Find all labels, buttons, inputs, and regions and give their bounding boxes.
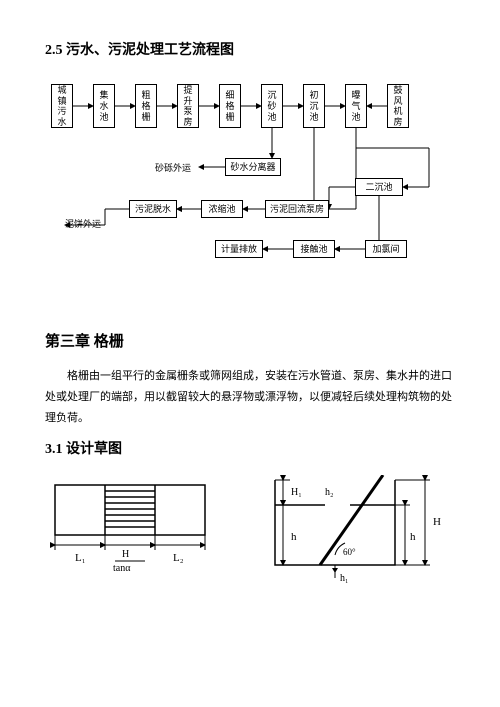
flow-node-mid-4: 污泥回流泵房 bbox=[265, 200, 329, 218]
flow-node-top-1: 集水池 bbox=[93, 84, 115, 128]
label-h-right: h bbox=[410, 531, 416, 543]
label-H1: H₁ bbox=[291, 487, 302, 498]
sketch-plan: L₁ H tanα L₂ bbox=[45, 475, 225, 575]
label-h1: h₁ bbox=[340, 573, 349, 584]
label-l2: L₂ bbox=[173, 552, 184, 564]
flow-node-mid-5: 计量排放 bbox=[215, 240, 263, 258]
flow-node-top-0: 城镇污水 bbox=[51, 84, 73, 128]
flow-node-mid-3: 浓缩池 bbox=[201, 200, 243, 218]
flow-node-mid-6: 接触池 bbox=[293, 240, 335, 258]
flow-node-top-3: 提升泵房 bbox=[177, 84, 199, 128]
flow-node-mid-0: 砂水分离器 bbox=[225, 158, 281, 176]
section-3-1-title: 3.1 设计草图 bbox=[45, 439, 455, 461]
label-H: H bbox=[433, 516, 441, 528]
flowchart: 城镇污水集水池粗格栅提升泵房细格栅沉砂池初沉池曝气池鼓风机房砂水分离器二沉池污泥… bbox=[45, 80, 455, 290]
label-l1: L₁ bbox=[75, 552, 86, 564]
flow-node-mid-1: 二沉池 bbox=[355, 178, 403, 196]
flow-node-top-2: 粗格栅 bbox=[135, 84, 157, 128]
label-angle: 60° bbox=[343, 547, 356, 557]
sketch-row: L₁ H tanα L₂ bbox=[45, 475, 455, 585]
svg-text:H: H bbox=[122, 549, 129, 560]
chapter-3-title: 第三章 格栅 bbox=[45, 330, 455, 354]
chapter-3-para: 格栅由一组平行的金属栅条或筛网组成，安装在污水管道、泵房、集水井的进口处或处理厂… bbox=[45, 366, 455, 429]
flow-node-top-7: 曝气池 bbox=[345, 84, 367, 128]
flow-label-0: 砂砾外运 bbox=[155, 164, 191, 173]
section-2-5-title: 2.5 污水、污泥处理工艺流程图 bbox=[45, 40, 455, 62]
svg-text:tanα: tanα bbox=[113, 563, 131, 574]
flow-node-top-5: 沉砂池 bbox=[261, 84, 283, 128]
flow-node-top-4: 细格栅 bbox=[219, 84, 241, 128]
label-h-left: h bbox=[291, 531, 297, 543]
flow-node-top-6: 初沉池 bbox=[303, 84, 325, 128]
label-h2: h₂ bbox=[325, 487, 334, 498]
sketch-side: H₁ h₂ H h h 60° h₁ bbox=[265, 475, 455, 585]
flow-node-mid-7: 加氯间 bbox=[365, 240, 407, 258]
flow-node-top-8: 鼓风机房 bbox=[387, 84, 409, 128]
flow-node-mid-2: 污泥脱水 bbox=[129, 200, 177, 218]
flow-label-1: 泥饼外运 bbox=[65, 220, 101, 229]
